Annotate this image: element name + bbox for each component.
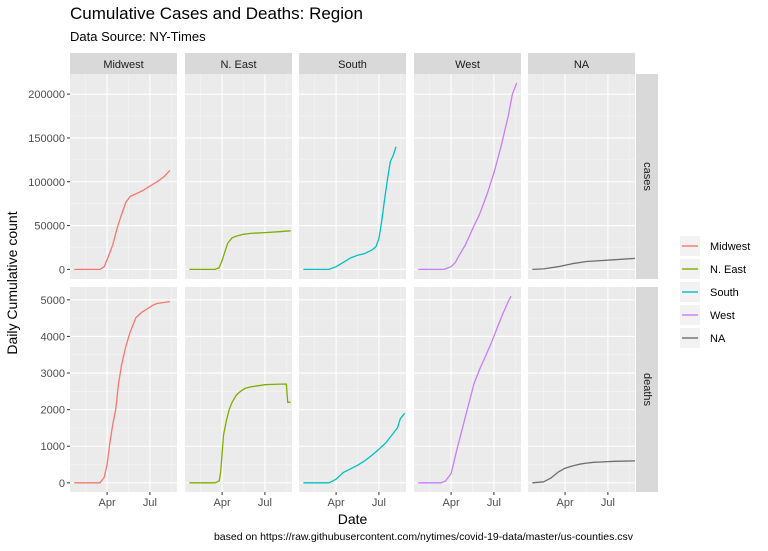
panel-cases-west bbox=[414, 74, 521, 279]
legend-label-midwest: Midwest bbox=[710, 241, 750, 253]
panel-cases-south bbox=[299, 74, 406, 279]
legend-label-west: West bbox=[710, 310, 735, 322]
y-tick-label-cases: 200000 bbox=[28, 89, 65, 101]
column-strip-west bbox=[414, 53, 521, 74]
legend: Midwest N. East South West NA bbox=[680, 236, 750, 348]
series-line-n-east-deaths bbox=[189, 383, 291, 484]
y-axis-title: Daily Cumulative count bbox=[4, 211, 20, 354]
panel-background bbox=[299, 287, 406, 492]
column-strip-label-midwest: Midwest bbox=[103, 59, 143, 71]
column-strip-midwest bbox=[70, 53, 177, 74]
x-tick-label: Apr bbox=[214, 497, 231, 509]
column-strip-label-na: NA bbox=[574, 59, 590, 71]
x-tick-label: Apr bbox=[328, 497, 345, 509]
panel-background bbox=[70, 287, 177, 492]
y-tick-label-cases: 0 bbox=[59, 264, 65, 276]
x-axis-title: Date bbox=[338, 511, 368, 527]
panel-deaths-n-east bbox=[185, 287, 292, 492]
series-line-south-cases bbox=[303, 146, 397, 271]
row-strip-label-cases: cases bbox=[641, 162, 653, 191]
panel-deaths-midwest bbox=[70, 287, 177, 492]
y-tick-label-deaths: 5000 bbox=[41, 295, 65, 307]
y-tick-label-deaths: 2000 bbox=[41, 405, 65, 417]
column-strip-label-n-east: N. East bbox=[220, 59, 256, 71]
panel-background bbox=[414, 287, 521, 492]
series-line-midwest-deaths bbox=[74, 300, 170, 484]
panel-background bbox=[528, 287, 635, 492]
panel-deaths-na bbox=[528, 287, 636, 492]
y-tick-label-cases: 100000 bbox=[28, 177, 65, 189]
chart-title: Cumulative Cases and Deaths: Region bbox=[70, 4, 363, 23]
series-line-midwest-cases bbox=[74, 169, 171, 271]
column-strip-label-west: West bbox=[455, 59, 480, 71]
series-line-n-east-cases bbox=[189, 230, 291, 271]
x-tick-label: Apr bbox=[99, 497, 116, 509]
panel-background bbox=[70, 74, 177, 279]
x-tick-label: Jul bbox=[258, 497, 272, 509]
y-tick-label-cases: 50000 bbox=[34, 221, 65, 233]
x-tick-label: Apr bbox=[557, 497, 574, 509]
y-tick-label-deaths: 1000 bbox=[41, 441, 65, 453]
panel-cases-n-east bbox=[185, 74, 292, 279]
series-line-na-cases bbox=[532, 257, 636, 271]
legend-label-south: South bbox=[710, 287, 739, 299]
series-line-west-cases bbox=[418, 82, 518, 271]
legend-label-n-east: N. East bbox=[710, 264, 746, 276]
x-tick-label: Apr bbox=[443, 497, 460, 509]
y-tick-label-deaths: 3000 bbox=[41, 368, 65, 380]
y-tick-label-deaths: 0 bbox=[59, 478, 65, 490]
legend-label-na: NA bbox=[710, 333, 726, 345]
chart-subtitle: Data Source: NY-Times bbox=[70, 29, 206, 44]
panel-background bbox=[299, 74, 406, 279]
x-tick-label: Jul bbox=[372, 497, 386, 509]
panel-cases-na bbox=[528, 74, 636, 279]
panel-background bbox=[185, 74, 292, 279]
column-strip-label-south: South bbox=[338, 59, 367, 71]
x-tick-label: Jul bbox=[601, 497, 615, 509]
column-strip-na bbox=[528, 53, 635, 74]
x-tick-label: Jul bbox=[487, 497, 501, 509]
panel-cases-midwest bbox=[70, 74, 177, 279]
panel-background bbox=[414, 74, 521, 279]
series-line-na-deaths bbox=[532, 460, 636, 484]
series-line-south-deaths bbox=[303, 412, 406, 484]
x-tick-label: Jul bbox=[143, 497, 157, 509]
source-caption: based on https://raw.githubusercontent.c… bbox=[213, 531, 633, 543]
column-strip-n-east bbox=[185, 53, 292, 74]
panel-deaths-west bbox=[414, 287, 521, 492]
y-tick-label-cases: 150000 bbox=[28, 133, 65, 145]
row-strip-deaths bbox=[636, 287, 658, 492]
panel-background bbox=[185, 287, 292, 492]
y-tick-label-deaths: 4000 bbox=[41, 331, 65, 343]
column-strip-south bbox=[299, 53, 406, 74]
row-strip-cases bbox=[636, 74, 658, 279]
panel-deaths-south bbox=[299, 287, 406, 492]
panel-background bbox=[528, 74, 635, 279]
series-line-west-deaths bbox=[418, 295, 512, 484]
row-strip-label-deaths: deaths bbox=[641, 373, 653, 407]
